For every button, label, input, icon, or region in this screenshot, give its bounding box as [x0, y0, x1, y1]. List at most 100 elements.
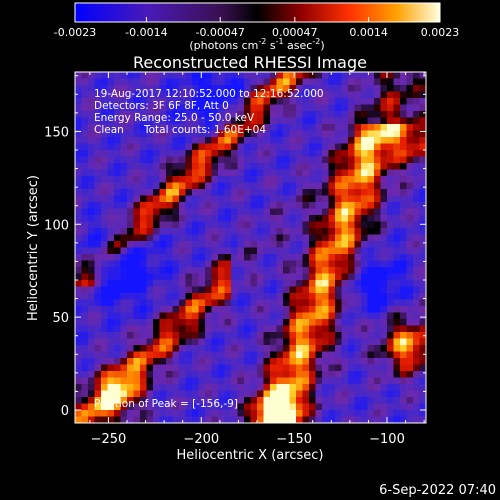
- heatmap-cell: [218, 156, 225, 164]
- heatmap-cell: [166, 390, 173, 398]
- heatmap-cell: [153, 150, 160, 157]
- heatmap-cell: [172, 351, 180, 359]
- heatmap-cell: [276, 104, 284, 112]
- heatmap-cell: [322, 98, 329, 105]
- heatmap-cell: [335, 137, 342, 144]
- heatmap-cell: [406, 397, 414, 404]
- heatmap-cell: [309, 299, 316, 307]
- heatmap-cell: [218, 254, 225, 261]
- heatmap-cell: [276, 234, 284, 242]
- heatmap-cell: [296, 254, 303, 261]
- heatmap-cell: [380, 286, 388, 294]
- heatmap-cell: [244, 182, 251, 190]
- heatmap-cell: [250, 319, 258, 326]
- heatmap-cell: [172, 299, 180, 307]
- heatmap-cell: [315, 241, 323, 248]
- heatmap-cell: [322, 91, 329, 99]
- heatmap-cell: [166, 358, 173, 365]
- heatmap-cell: [81, 384, 89, 391]
- heatmap-cell: [354, 234, 362, 242]
- heatmap-cell: [283, 286, 290, 294]
- heatmap-cell: [153, 91, 160, 99]
- heatmap-cell: [159, 338, 167, 346]
- heatmap-cell: [367, 260, 375, 268]
- heatmap-cell: [270, 267, 277, 274]
- heatmap-cell: [263, 104, 271, 112]
- heatmap-cell: [257, 332, 264, 339]
- heatmap-cell: [315, 403, 323, 411]
- heatmap-cell: [406, 156, 414, 164]
- heatmap-cell: [185, 202, 193, 209]
- heatmap-cell: [127, 267, 134, 274]
- heatmap-cell: [114, 299, 121, 307]
- heatmap-cell: [237, 150, 245, 157]
- heatmap-cell: [224, 345, 232, 352]
- heatmap-cell: [393, 202, 401, 209]
- heatmap-cell: [205, 397, 212, 404]
- heatmap-cell: [276, 273, 284, 281]
- heatmap-cell: [400, 267, 407, 274]
- heatmap-cell: [140, 410, 147, 417]
- heatmap-cell: [133, 338, 141, 346]
- heatmap-cell: [75, 91, 82, 99]
- heatmap-cell: [263, 345, 271, 352]
- heatmap-cell: [419, 358, 426, 365]
- heatmap-cell: [406, 234, 414, 242]
- heatmap-cell: [263, 410, 271, 417]
- heatmap-cell: [120, 137, 128, 144]
- heatmap-cell: [198, 286, 206, 294]
- heatmap-cell: [172, 338, 180, 346]
- heatmap-cell: [101, 286, 108, 294]
- heatmap-cell: [367, 221, 375, 229]
- heatmap-cell: [211, 358, 219, 365]
- heatmap-cell: [367, 189, 375, 196]
- heatmap-cell: [140, 416, 147, 423]
- heatmap-cell: [335, 247, 342, 255]
- heatmap-cell: [270, 195, 277, 203]
- heatmap-cell: [367, 241, 375, 248]
- heatmap-cell: [75, 247, 82, 255]
- heatmap-cell: [198, 228, 206, 235]
- heatmap-cell: [387, 384, 394, 391]
- heatmap-cell: [400, 319, 407, 326]
- heatmap-cell: [166, 234, 173, 242]
- heatmap-cell: [315, 98, 323, 105]
- heatmap-cell: [302, 286, 310, 294]
- heatmap-cell: [250, 338, 258, 346]
- heatmap-cell: [341, 189, 349, 196]
- heatmap-cell: [413, 273, 420, 281]
- heatmap-cell: [192, 228, 199, 235]
- heatmap-cell: [172, 228, 180, 235]
- heatmap-cell: [250, 416, 258, 423]
- heatmap-cell: [354, 403, 362, 411]
- heatmap-cell: [101, 345, 108, 352]
- heatmap-cell: [335, 117, 342, 125]
- heatmap-cell: [400, 403, 407, 411]
- heatmap-cell: [107, 371, 115, 378]
- heatmap-cell: [146, 208, 154, 216]
- heatmap-cell: [419, 104, 426, 112]
- heatmap-cell: [237, 208, 245, 216]
- heatmap-cell: [302, 98, 310, 105]
- heatmap-cell: [354, 98, 362, 105]
- heatmap-cell: [237, 299, 245, 307]
- heatmap-cell: [270, 241, 277, 248]
- heatmap-cell: [185, 98, 193, 105]
- heatmap-cell: [328, 234, 336, 242]
- chart-title: Reconstructed RHESSI Image: [133, 53, 367, 72]
- heatmap-cell: [367, 403, 375, 411]
- heatmap-cell: [302, 85, 310, 92]
- heatmap-cell: [179, 143, 186, 151]
- heatmap-cell: [374, 85, 381, 92]
- heatmap-cell: [270, 156, 277, 164]
- heatmap-cell: [348, 202, 355, 209]
- heatmap-cell: [133, 111, 141, 118]
- heatmap-cell: [419, 247, 426, 255]
- heatmap-cell: [289, 273, 297, 281]
- heatmap-cell: [211, 390, 219, 398]
- heatmap-cell: [250, 195, 258, 203]
- heatmap-cell: [179, 345, 186, 352]
- heatmap-cell: [224, 137, 232, 144]
- heatmap-cell: [289, 189, 297, 196]
- heatmap-cell: [237, 345, 245, 352]
